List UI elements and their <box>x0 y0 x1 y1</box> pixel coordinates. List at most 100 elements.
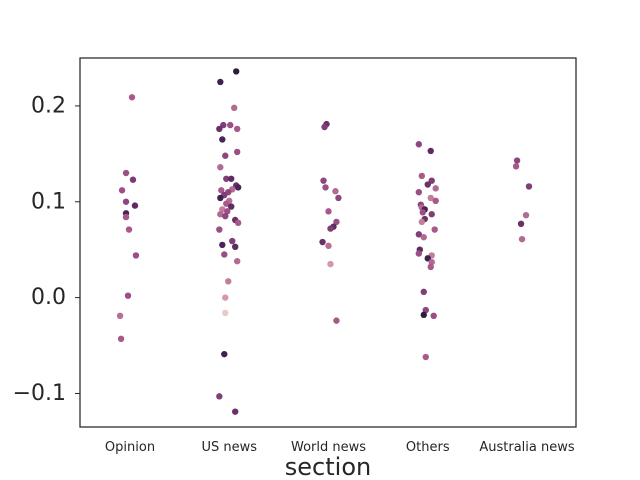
data-point <box>122 198 130 205</box>
data-point <box>217 194 224 202</box>
data-point <box>232 68 240 75</box>
data-point <box>222 309 229 317</box>
data-point <box>125 226 133 233</box>
data-point <box>233 125 241 133</box>
data-point <box>320 177 327 184</box>
x-axis-title: section <box>285 453 371 480</box>
data-point <box>216 226 223 233</box>
data-point <box>322 184 329 191</box>
plot-frame <box>79 57 577 428</box>
data-point <box>227 121 234 129</box>
data-point <box>234 184 242 191</box>
data-point <box>518 235 526 243</box>
data-point <box>432 185 439 192</box>
data-point <box>333 218 340 226</box>
data-point <box>124 292 132 299</box>
points-layer <box>116 68 533 415</box>
data-point <box>222 212 229 220</box>
data-point <box>218 187 225 194</box>
data-point <box>231 104 238 112</box>
data-point <box>325 242 332 250</box>
data-point <box>422 353 429 361</box>
data-point <box>430 312 437 320</box>
data-point <box>222 152 229 159</box>
data-point <box>233 148 241 156</box>
data-point <box>327 260 334 268</box>
y-tick-label: 0.1 <box>31 189 66 214</box>
data-point <box>325 208 332 215</box>
data-point <box>415 188 423 196</box>
data-point <box>117 335 125 343</box>
data-point <box>217 164 224 171</box>
data-point <box>428 258 435 266</box>
x-tick-label: World news <box>291 440 366 455</box>
data-point <box>427 263 434 271</box>
data-point <box>128 94 136 101</box>
data-point <box>333 317 340 324</box>
data-point <box>522 211 530 219</box>
data-point <box>217 78 224 86</box>
x-tick-label: Australia news <box>479 440 575 455</box>
data-point <box>418 218 425 226</box>
data-point <box>428 177 435 184</box>
y-tick-label: −0.1 <box>13 381 66 406</box>
data-point <box>116 312 124 320</box>
data-point <box>513 157 521 164</box>
data-point <box>229 237 236 245</box>
data-point <box>233 257 241 265</box>
data-point <box>427 147 434 155</box>
data-point <box>232 243 239 251</box>
y-tick-label: 0.2 <box>31 93 66 118</box>
data-point <box>431 226 438 233</box>
data-point <box>525 183 533 190</box>
data-point <box>224 208 231 215</box>
data-point <box>217 211 224 218</box>
data-point <box>225 278 232 285</box>
data-point <box>420 288 427 296</box>
data-point <box>219 206 226 213</box>
data-point <box>428 211 435 218</box>
data-point <box>221 350 228 358</box>
data-point <box>122 213 130 221</box>
x-axis: Opinion US news World news Others Australia … <box>105 440 575 455</box>
data-point <box>132 252 140 259</box>
data-point <box>427 194 434 202</box>
data-point <box>419 209 426 216</box>
y-tick-label: 0.0 <box>31 285 66 310</box>
data-point <box>415 231 423 238</box>
data-point <box>418 172 425 180</box>
data-point <box>420 311 427 319</box>
data-point <box>321 123 328 131</box>
data-point <box>335 194 342 202</box>
data-point <box>220 121 227 129</box>
data-point <box>131 202 139 209</box>
data-point <box>129 176 137 183</box>
x-tick-label: Others <box>406 440 450 455</box>
data-point <box>327 225 334 232</box>
data-point <box>517 220 525 228</box>
data-point <box>422 306 429 314</box>
x-tick-label: Opinion <box>105 440 155 455</box>
data-point <box>424 181 431 188</box>
data-point <box>228 175 235 182</box>
data-point <box>415 141 423 148</box>
data-point <box>420 234 427 241</box>
data-point <box>223 200 230 207</box>
data-point <box>332 188 339 195</box>
data-point <box>219 136 226 143</box>
data-point <box>228 203 235 210</box>
data-point <box>232 408 239 415</box>
data-point <box>221 251 228 258</box>
data-point <box>432 197 439 205</box>
data-point <box>122 169 130 177</box>
y-axis: −0.1 0.0 0.1 0.2 <box>13 93 80 406</box>
data-point <box>118 187 126 194</box>
data-point <box>512 163 520 170</box>
data-point <box>216 393 223 400</box>
data-point <box>415 250 423 257</box>
data-point <box>319 238 326 246</box>
data-point <box>223 175 230 182</box>
data-point <box>222 294 229 301</box>
